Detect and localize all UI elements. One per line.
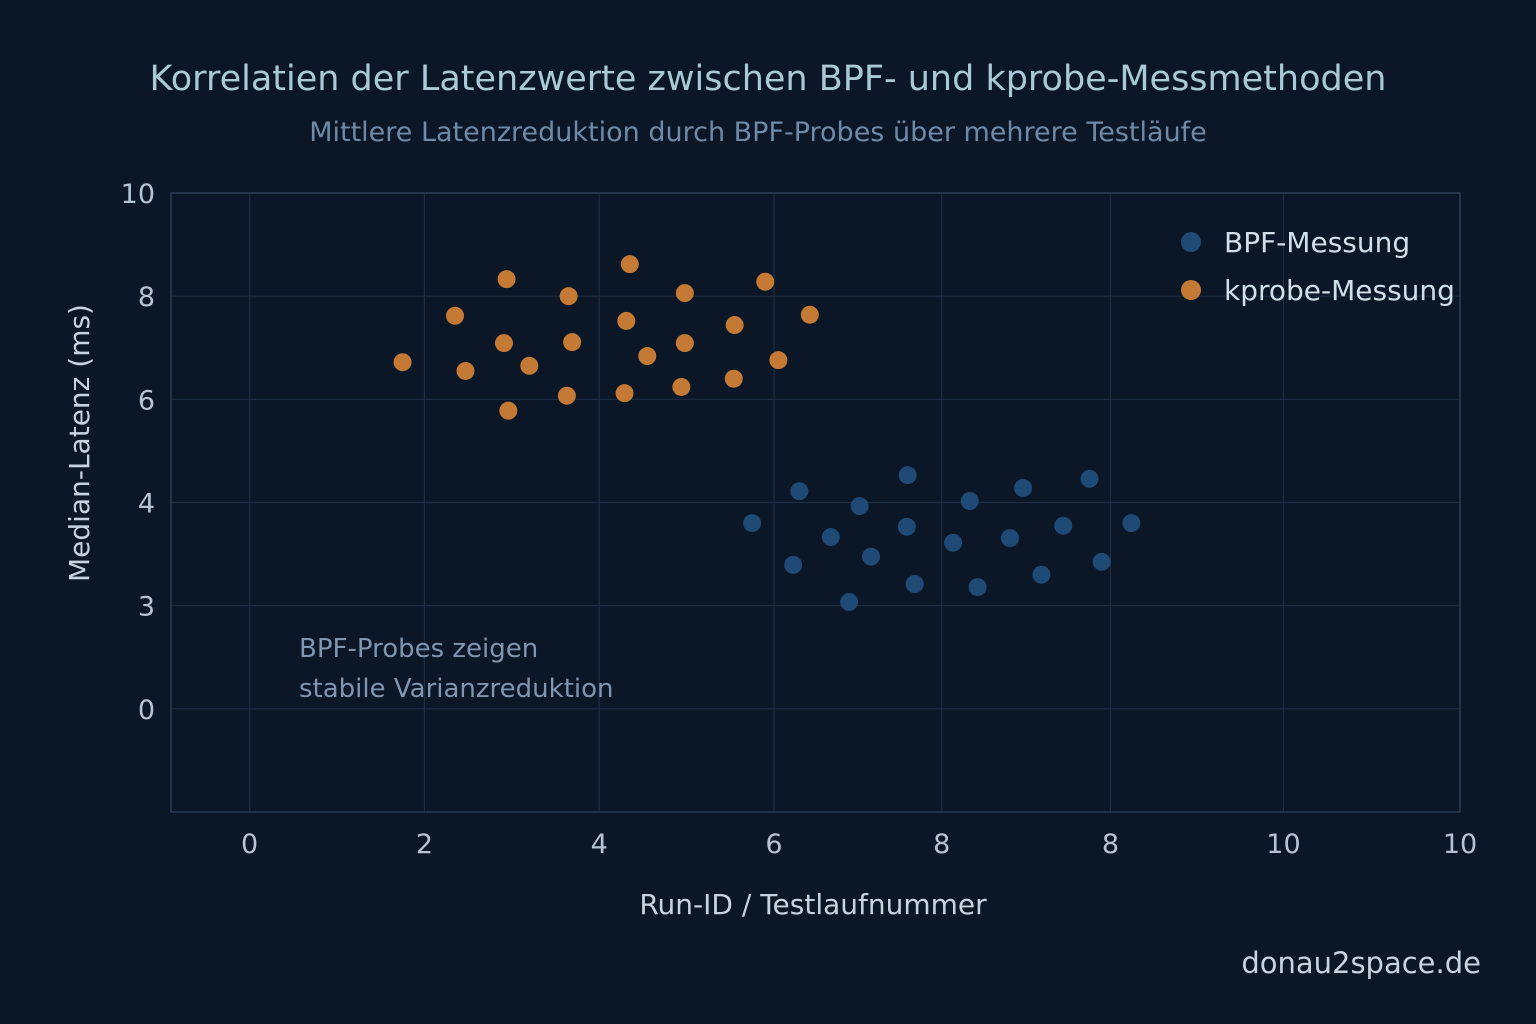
bpf-point	[790, 482, 809, 501]
kprobe-point	[497, 270, 516, 289]
bpf-point	[960, 491, 979, 510]
watermark: donau2space.de	[1241, 946, 1481, 980]
bpf-point	[850, 497, 869, 516]
bpf-point	[840, 593, 859, 612]
kprobe-point	[617, 311, 636, 330]
bpf-point	[821, 528, 840, 547]
bpf-point	[743, 514, 762, 533]
y-tick-labels: 10 8 6 4 3 0	[121, 179, 155, 726]
chart-subtitle: Mittlere Latenzreduktion durch BPF-Probe…	[309, 117, 1207, 148]
x-axis-label: Run-ID / Testlaufnummer	[639, 888, 987, 921]
gridlines	[171, 192, 1461, 812]
kprobe-point	[494, 334, 513, 353]
x-tick-label: 0	[241, 829, 258, 860]
x-tick-label: 10	[1443, 829, 1477, 860]
kprobe-point	[393, 353, 412, 372]
legend-label-bpf: BPF-Messung	[1224, 226, 1410, 259]
kprobe-point	[675, 334, 694, 353]
data-points	[393, 255, 1141, 612]
bpf-point	[968, 578, 987, 597]
kprobe-point	[756, 272, 775, 291]
x-tick-label: 8	[933, 829, 950, 860]
bpf-point	[905, 575, 924, 594]
kprobe-point	[672, 377, 691, 396]
y-tick-label: 10	[121, 179, 155, 210]
kprobe-point	[615, 384, 634, 403]
annotation-line-1: BPF-Probes zeigen	[299, 634, 538, 664]
kprobe-point	[769, 351, 788, 370]
y-axis-label: Median-Latenz (ms)	[63, 304, 96, 582]
kprobe-point	[620, 255, 639, 274]
bpf-point	[944, 533, 963, 552]
annotation: BPF-Probes zeigen stabile Varianzredukti…	[299, 634, 614, 704]
legend-label-kprobe: kprobe-Messung	[1224, 274, 1455, 307]
legend: BPF-Messung kprobe-Messung	[1181, 226, 1455, 307]
bpf-point	[1054, 516, 1073, 535]
bpf-point	[1032, 565, 1051, 584]
y-tick-label: 6	[138, 385, 155, 416]
kprobe-point	[725, 316, 744, 335]
y-tick-label: 3	[138, 592, 155, 623]
x-tick-label: 2	[416, 829, 433, 860]
kprobe-point	[499, 401, 518, 420]
kprobe-point	[675, 284, 694, 303]
kprobe-point	[557, 386, 576, 405]
kprobe-point	[446, 306, 465, 325]
kprobe-point	[724, 369, 743, 388]
x-tick-label: 4	[591, 829, 608, 860]
x-tick-label: 8	[1102, 829, 1119, 860]
legend-marker-bpf	[1181, 232, 1201, 252]
x-tick-labels: 0 2 4 6 8 8 10 10	[241, 829, 1477, 860]
bpf-point	[1014, 479, 1033, 498]
legend-marker-kprobe	[1181, 280, 1201, 300]
y-tick-label: 8	[138, 282, 155, 313]
bpf-point	[898, 466, 917, 485]
kprobe-point	[563, 333, 582, 352]
bpf-point	[784, 555, 803, 574]
chart-title: Korrelatien der Latenzwerte zwischen BPF…	[150, 59, 1387, 99]
plot-frame	[170, 192, 1461, 813]
kprobe-point	[456, 361, 475, 380]
kprobe-point	[559, 287, 578, 306]
bpf-point	[1122, 514, 1141, 533]
bpf-point	[861, 547, 880, 566]
y-tick-label: 4	[138, 489, 155, 520]
y-tick-label: 0	[138, 695, 155, 726]
kprobe-point	[800, 305, 819, 324]
annotation-line-2: stabile Varianzreduktion	[299, 674, 614, 704]
bpf-point	[1092, 552, 1111, 571]
kprobe-point	[520, 356, 539, 375]
bpf-point	[1000, 529, 1019, 548]
bpf-point	[1080, 469, 1099, 488]
x-tick-label: 6	[765, 829, 782, 860]
x-tick-label: 10	[1266, 829, 1300, 860]
bpf-point	[897, 517, 916, 536]
kprobe-point	[638, 347, 657, 366]
